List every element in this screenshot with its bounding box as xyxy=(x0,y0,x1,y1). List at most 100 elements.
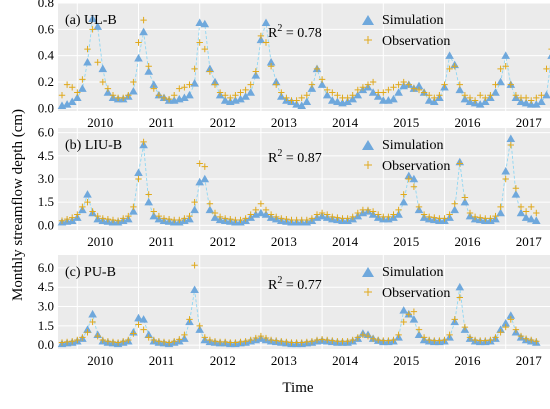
observation-point xyxy=(120,338,127,345)
simulation-point xyxy=(67,97,77,106)
observation-point xyxy=(466,209,474,217)
observation-point xyxy=(69,84,76,91)
observation-point xyxy=(63,338,71,346)
observation-point xyxy=(94,59,101,66)
observation-point xyxy=(165,215,173,223)
observation-point xyxy=(79,203,86,211)
simulation-point xyxy=(404,171,414,180)
observation-point xyxy=(140,16,147,24)
observation-point xyxy=(125,212,132,220)
observation-point xyxy=(329,337,336,344)
observation-point xyxy=(354,209,361,217)
simulation-point xyxy=(317,80,327,88)
simulation-point xyxy=(409,174,419,183)
y-tick-label: 0.0 xyxy=(38,217,54,232)
observation-point xyxy=(125,336,132,344)
observation-point xyxy=(446,65,453,73)
observation-point xyxy=(216,213,224,221)
observation-point xyxy=(492,334,499,341)
observation-point xyxy=(171,91,178,99)
y-tick-label: 0.6 xyxy=(38,21,55,36)
simulation-point xyxy=(496,208,505,217)
observation-point xyxy=(293,97,300,104)
observation-point xyxy=(160,94,168,102)
observation-point xyxy=(222,215,229,222)
simulation-point xyxy=(322,90,332,99)
legend-observation-label: Observation xyxy=(382,286,450,301)
observation-point xyxy=(471,213,479,221)
simulation-line xyxy=(61,138,537,223)
observation-point xyxy=(400,78,407,86)
observation-point xyxy=(257,332,265,340)
observation-point xyxy=(344,94,351,102)
simulation-point xyxy=(516,208,526,217)
simulation-point xyxy=(256,208,266,217)
observation-point xyxy=(176,336,183,343)
simulation-point xyxy=(190,285,199,293)
observation-point xyxy=(176,85,183,92)
observation-point xyxy=(461,91,469,99)
observation-point xyxy=(247,81,254,88)
legend-observation-icon xyxy=(364,288,372,296)
observation-point xyxy=(247,211,254,218)
observation-point xyxy=(125,91,132,99)
observation-point xyxy=(283,94,290,102)
observation-point xyxy=(89,26,96,33)
legend-simulation-icon xyxy=(362,140,374,150)
simulation-point xyxy=(521,213,531,221)
observation-point xyxy=(109,338,117,346)
r-squared-superscript: 2 xyxy=(277,23,282,34)
observation-point xyxy=(369,208,377,215)
simulation-point xyxy=(134,313,143,322)
observation-point xyxy=(278,215,285,222)
observation-point xyxy=(196,160,203,167)
observation-point xyxy=(201,163,208,170)
legend-simulation-label: Simulation xyxy=(382,13,443,28)
simulation-point xyxy=(200,174,210,183)
observation-point xyxy=(369,78,377,86)
observation-point xyxy=(63,81,71,88)
observation-point xyxy=(252,206,259,214)
observation-point xyxy=(497,65,504,73)
observation-point xyxy=(329,213,336,221)
observation-point xyxy=(482,94,489,102)
simulation-point xyxy=(93,22,102,30)
observation-point xyxy=(63,215,71,223)
observation-point xyxy=(191,65,198,73)
observation-point xyxy=(79,76,86,83)
observation-point xyxy=(487,336,494,344)
observation-point xyxy=(471,336,479,344)
observation-point xyxy=(211,209,219,217)
observation-point xyxy=(89,208,96,215)
simulation-point xyxy=(542,90,550,99)
observation-point xyxy=(431,94,438,102)
r-squared-label: R xyxy=(268,278,278,293)
simulation-point xyxy=(526,214,536,223)
observation-point xyxy=(99,78,106,86)
observation-point xyxy=(497,329,504,336)
r-squared-annotation: R2 = 0.87 xyxy=(268,148,322,166)
simulation-point xyxy=(445,51,454,59)
simulation-point xyxy=(496,77,505,86)
observation-point xyxy=(395,206,402,214)
legend-observation-label: Observation xyxy=(382,34,450,49)
observation-point xyxy=(262,206,270,214)
observation-point xyxy=(410,183,418,190)
observation-point xyxy=(283,338,290,346)
panel-2: 0.0 1.5 3.0 4.5 6.0 2010 2011 2012 2013 2014 2015 2… xyxy=(38,125,550,249)
observation-point xyxy=(191,262,198,269)
observation-point xyxy=(441,336,448,344)
y-tick-label: 4.5 xyxy=(38,148,54,163)
observation-point xyxy=(385,213,392,221)
observation-point xyxy=(405,175,412,183)
observation-point xyxy=(262,334,270,342)
observation-point xyxy=(104,338,112,345)
observation-point xyxy=(538,91,545,99)
observation-point xyxy=(318,209,326,217)
panel-label: (c) PU-B xyxy=(65,265,116,280)
observation-point xyxy=(313,211,321,218)
observation-point xyxy=(242,215,249,222)
observation-point xyxy=(206,200,214,207)
observation-point xyxy=(487,91,494,99)
observation-point xyxy=(267,63,275,70)
